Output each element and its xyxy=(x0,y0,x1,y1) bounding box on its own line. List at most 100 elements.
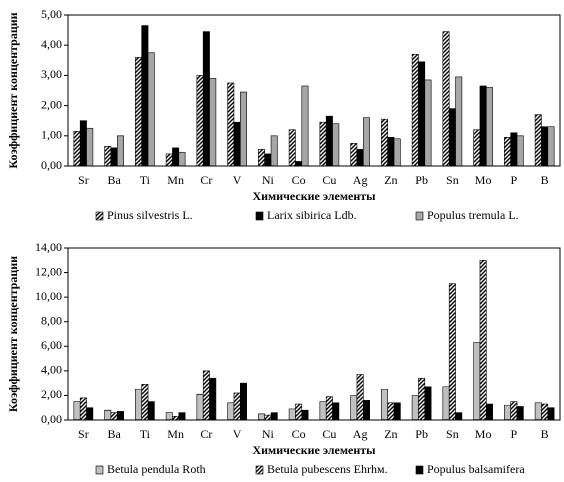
legend-label: Betula pubescens Ehrhм. xyxy=(267,462,388,476)
bar xyxy=(240,382,247,421)
y-tick-label: 5,00 xyxy=(41,7,62,21)
bar xyxy=(356,149,364,167)
bar xyxy=(319,121,327,167)
bar xyxy=(516,406,524,421)
x-tick-label: P xyxy=(511,173,518,187)
x-tick-label: Ni xyxy=(262,173,275,187)
bar xyxy=(141,384,149,421)
x-tick-label: B xyxy=(541,427,549,441)
bar xyxy=(196,75,204,167)
bar xyxy=(424,386,432,421)
x-tick-label: V xyxy=(233,173,242,187)
bar xyxy=(110,147,118,167)
y-tick-label: 8,00 xyxy=(41,313,62,327)
x-tick-label: Sn xyxy=(446,427,459,441)
bar xyxy=(86,127,94,167)
bar xyxy=(387,402,395,421)
bar xyxy=(319,401,327,421)
y-tick-label: 4,00 xyxy=(41,363,62,377)
bar xyxy=(270,135,278,167)
x-axis-title: Химические элементы xyxy=(252,189,376,203)
bar xyxy=(510,401,518,421)
bar xyxy=(172,416,180,421)
bar xyxy=(350,143,358,167)
bar xyxy=(455,76,463,167)
bar xyxy=(209,78,217,167)
bar xyxy=(486,403,493,421)
bar xyxy=(73,401,81,421)
x-tick-label: Cr xyxy=(200,173,212,187)
x-tick-label: Ti xyxy=(140,173,151,187)
x-tick-label: Ba xyxy=(107,427,121,441)
x-tick-label: Pb xyxy=(415,427,428,441)
bar xyxy=(393,138,401,167)
x-tick-label: Zn xyxy=(384,427,397,441)
bar xyxy=(178,152,186,167)
y-tick-label: 14,00 xyxy=(35,240,62,254)
x-tick-label: Cr xyxy=(200,427,212,441)
x-tick-label: Ti xyxy=(140,427,151,441)
y-tick-label: 12,00 xyxy=(35,264,62,278)
bar xyxy=(534,402,542,421)
bar xyxy=(264,414,272,421)
bar xyxy=(332,402,340,421)
legend-label: Populus tremula L. xyxy=(427,208,519,222)
bar xyxy=(504,137,511,167)
bar xyxy=(448,283,456,421)
bar xyxy=(541,126,549,167)
bar xyxy=(295,161,303,167)
x-tick-label: Sn xyxy=(446,173,459,187)
x-tick-label: Sr xyxy=(78,173,89,187)
legend-label: Larix sibirica Ldb. xyxy=(267,208,357,222)
bar xyxy=(135,388,142,421)
bar xyxy=(264,153,272,167)
bar xyxy=(79,397,87,421)
bar xyxy=(387,137,395,167)
bar xyxy=(350,395,358,421)
bar xyxy=(442,31,450,167)
bar xyxy=(418,61,426,167)
x-tick-label: Mo xyxy=(475,427,492,441)
bar xyxy=(227,82,235,167)
x-tick-label: Sr xyxy=(78,427,89,441)
bar xyxy=(332,123,340,167)
bar xyxy=(104,409,112,421)
bar xyxy=(363,117,370,167)
bar xyxy=(479,85,487,167)
x-tick-label: B xyxy=(541,173,549,187)
bar xyxy=(381,118,388,167)
bar xyxy=(295,403,303,421)
bar xyxy=(547,126,555,167)
plot-frame xyxy=(67,14,561,167)
legend-label: Pinus silvestris L. xyxy=(107,208,193,222)
bar xyxy=(541,403,549,421)
bar xyxy=(356,374,364,421)
bar xyxy=(104,146,112,167)
x-tick-label: Mn xyxy=(167,173,184,187)
bar xyxy=(510,132,518,167)
bar xyxy=(270,412,278,421)
bar xyxy=(209,377,217,421)
bar xyxy=(240,91,247,167)
y-tick-label: 4,00 xyxy=(41,37,62,51)
bar xyxy=(516,135,524,167)
legend-swatch xyxy=(415,465,424,475)
y-tick-label: 0,00 xyxy=(41,412,62,426)
legend-label: Betula pendula Roth xyxy=(107,462,206,476)
bar xyxy=(325,396,333,421)
bar xyxy=(79,120,87,167)
x-tick-label: Cu xyxy=(322,173,336,187)
bar xyxy=(147,401,155,421)
x-tick-label: Cu xyxy=(322,427,336,441)
bar xyxy=(202,31,210,167)
bar xyxy=(473,342,481,421)
y-tick-label: 2,00 xyxy=(41,387,62,401)
bar xyxy=(141,25,149,167)
bar xyxy=(110,412,118,421)
bar xyxy=(135,56,142,167)
legend-swatch xyxy=(95,465,104,475)
y-axis-title: Коэффициент концентрации xyxy=(6,12,20,168)
bar xyxy=(418,377,426,421)
bar xyxy=(479,259,487,421)
bar xyxy=(424,79,432,167)
